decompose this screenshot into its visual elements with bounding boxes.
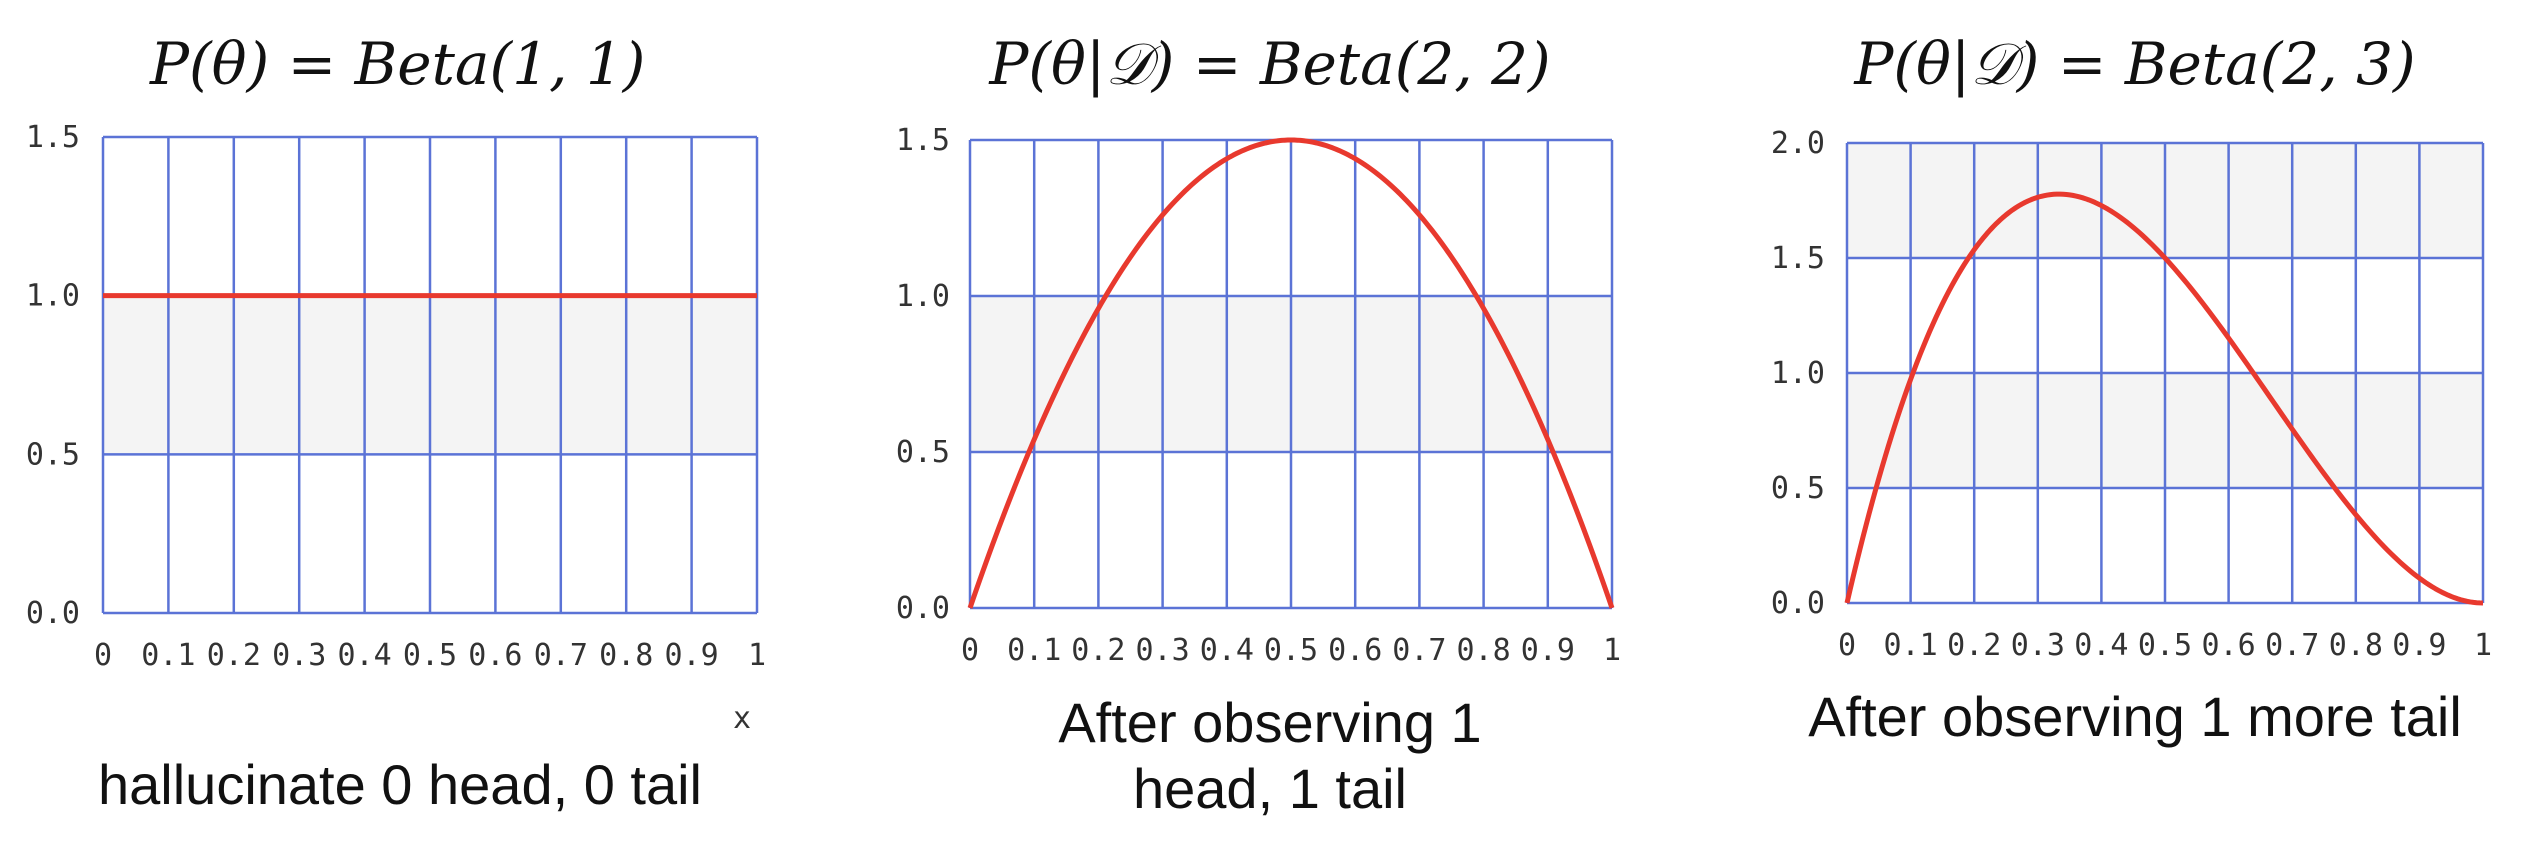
x-tick-label: 0.2 [207,638,261,673]
x-tick-label: 0.4 [338,638,392,673]
chart-panel-1: P(θ) = Beta(1, 1) 0.0 0.5 1.0 1.5 0 0.1 0.2 0.3… [0,0,800,866]
x-tick-label: 0.5 [1264,633,1318,668]
x-tick-label: 0.9 [2392,628,2446,663]
y-tick-label: 1.0 [26,279,80,314]
y-tick-label: 0.0 [896,591,950,626]
chart-title: P(θ) = Beta(1, 1) [150,30,646,98]
x-tick-label: 1 [748,638,766,673]
x-tick-label: 0.3 [1136,633,1190,668]
chart-panel-2: P(θ|𝒟) = Beta(2, 2) 0.0 0.5 1.0 1.5 0 0.1 0.2 0… [860,0,1680,866]
x-tick-label: 0.5 [403,638,457,673]
x-tick-label: 0.4 [2074,628,2128,663]
y-tick-label: 1.5 [26,120,80,155]
chart-plot: 0.0 0.5 1.0 1.5 2.0 0 0.1 0.2 0.3 0.4 0.5 0.6 0.7 0.8… [1771,126,2492,663]
y-tick-label: 1.5 [1771,241,1825,276]
x-tick-label: 0.7 [534,638,588,673]
y-tick-label: 0.5 [1771,471,1825,506]
x-tick-label: 0 [961,633,979,668]
chart-plot: 0.0 0.5 1.0 1.5 0 0.1 0.2 0.3 0.4 0.5 0.6 0.7 0.8 0.9… [26,120,766,736]
y-tick-label: 1.0 [896,279,950,314]
chart-caption: hallucinate 0 head, 0 tail [98,753,702,816]
x-tick-label: 0.6 [2202,628,2256,663]
x-axis-label: x [733,701,751,736]
x-tick-label: 0.3 [2011,628,2065,663]
x-tick-label: 0.2 [1947,628,2001,663]
x-tick-label: 0.6 [468,638,522,673]
x-tick-label: 0.1 [1007,633,1061,668]
x-tick-label: 0.9 [1521,633,1575,668]
x-tick-label: 0.4 [1200,633,1254,668]
y-tick-label: 0.5 [896,435,950,470]
y-tick-label: 2.0 [1771,126,1825,161]
chart-caption: After observing 1 head, 1 tail [1058,691,1482,820]
x-tick-label: 0.1 [1884,628,1938,663]
chart-caption: After observing 1 more tail [1808,685,2462,748]
y-tick-label: 1.0 [1771,356,1825,391]
x-tick-label: 0.8 [599,638,653,673]
series-line [967,137,1615,609]
chart-panel-3: P(θ|𝒟) = Beta(2, 3) 0.0 0.5 1.0 1.5 2.0 0 0.1 0… [1740,0,2530,866]
y-tick-label: 0.0 [26,596,80,631]
x-tick-label: 0.8 [2329,628,2383,663]
x-tick-label: 0 [94,638,112,673]
x-tick-label: 1 [1603,633,1621,668]
x-tick-label: 0.5 [2138,628,2192,663]
x-tick-label: 0.1 [141,638,195,673]
y-tick-label: 0.0 [1771,586,1825,621]
series-line [1844,191,2484,606]
x-tick-label: 0.6 [1328,633,1382,668]
y-tick-label: 1.5 [896,123,950,158]
x-tick-label: 0.8 [1457,633,1511,668]
x-tick-label: 0 [1838,628,1856,663]
chart-title: P(θ|𝒟) = Beta(2, 2) [989,30,1551,98]
x-tick-label: 0.7 [1392,633,1446,668]
chart-plot: 0.0 0.5 1.0 1.5 0 0.1 0.2 0.3 0.4 0.5 0.6 0.7 0.8 0.9… [896,123,1621,668]
chart-title: P(θ|𝒟) = Beta(2, 3) [1854,30,2416,98]
x-tick-label: 1 [2474,628,2492,663]
x-tick-label: 0.7 [2265,628,2319,663]
x-tick-label: 0.2 [1071,633,1125,668]
x-tick-label: 0.3 [272,638,326,673]
x-tick-label: 0.9 [665,638,719,673]
y-tick-label: 0.5 [26,437,80,472]
